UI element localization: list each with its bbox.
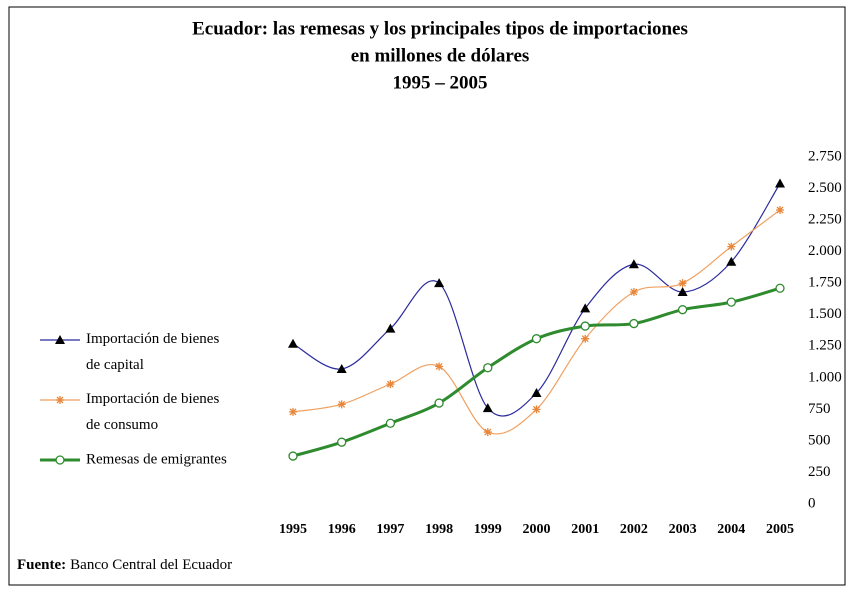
marker	[55, 455, 65, 465]
y-tick-label: 1.500	[808, 306, 842, 322]
y-tick-label: 1.750	[808, 275, 842, 291]
legend-line-2: de consumo	[86, 417, 158, 433]
marker	[532, 405, 541, 414]
marker	[581, 334, 590, 343]
marker	[434, 278, 445, 288]
marker	[385, 418, 396, 428]
x-tick-label: 2002	[620, 522, 648, 537]
marker	[629, 288, 638, 297]
marker	[385, 323, 396, 333]
marker	[678, 279, 687, 288]
x-tick-label: 1998	[425, 522, 453, 537]
legend-line-1: Importación de bienes	[86, 331, 223, 347]
x-tick-label: 2004	[717, 522, 745, 537]
y-tick-label: 2.750	[808, 148, 842, 164]
marker	[56, 396, 64, 404]
y-tick-label: 2.000	[808, 243, 842, 259]
chart-subtitle: en millones de dólares	[351, 45, 530, 66]
x-tick-label: 1997	[376, 522, 404, 537]
x-tick-label: 1999	[474, 522, 502, 537]
marker	[288, 451, 298, 461]
marker	[336, 363, 347, 373]
y-tick-label: 750	[808, 401, 831, 417]
x-tick-label: 2001	[571, 522, 599, 537]
marker	[775, 283, 785, 293]
marker	[776, 205, 784, 214]
marker	[288, 338, 298, 348]
y-tick-label: 1.000	[808, 369, 842, 385]
legend-line-2: de capital	[86, 357, 144, 373]
marker	[482, 403, 493, 413]
source-label: Fuente:	[17, 557, 66, 573]
y-tick-label: 500	[808, 432, 831, 448]
marker	[531, 334, 542, 344]
y-tick-label: 2.250	[808, 212, 842, 228]
marker	[580, 321, 590, 331]
source: Fuente: Banco Central del Ecuador	[17, 557, 232, 573]
x-tick-label: 2000	[523, 522, 551, 537]
chart-years: 1995 – 2005	[393, 72, 488, 93]
x-tick-label: 1996	[328, 522, 356, 537]
marker	[483, 363, 493, 373]
marker	[726, 256, 737, 266]
marker	[775, 178, 785, 188]
y-tick-label: 250	[808, 464, 831, 480]
y-tick-label: 1.250	[808, 338, 842, 354]
chart-border	[8, 6, 846, 586]
y-tick-label: 0	[808, 495, 816, 511]
y-tick-label: 2.500	[808, 180, 842, 196]
marker	[531, 387, 542, 397]
marker	[726, 297, 736, 307]
marker	[55, 335, 65, 344]
legend-label: Remesas de emigrantes	[86, 451, 227, 467]
marker	[677, 287, 688, 297]
marker	[629, 318, 639, 329]
marker	[628, 259, 639, 269]
x-tick-label: 2005	[766, 522, 794, 537]
x-tick-label: 2003	[669, 522, 697, 537]
source-text: Banco Central del Ecuador	[70, 557, 232, 573]
marker	[483, 428, 492, 437]
x-tick-label: 1995	[279, 522, 307, 537]
legend-label: Importación de bienes de consumo	[86, 391, 223, 433]
marker	[337, 400, 346, 409]
legend-label: Importación de bienes de capital	[86, 331, 223, 373]
legend-line-1: Importación de bienes	[86, 391, 223, 407]
marker	[435, 362, 444, 371]
marker	[289, 407, 297, 416]
chart-title: Ecuador: las remesas y los principales t…	[192, 18, 688, 39]
marker	[727, 242, 736, 251]
marker	[580, 303, 591, 313]
marker	[434, 398, 444, 408]
marker	[337, 437, 347, 447]
marker	[677, 305, 688, 315]
marker	[386, 380, 395, 389]
